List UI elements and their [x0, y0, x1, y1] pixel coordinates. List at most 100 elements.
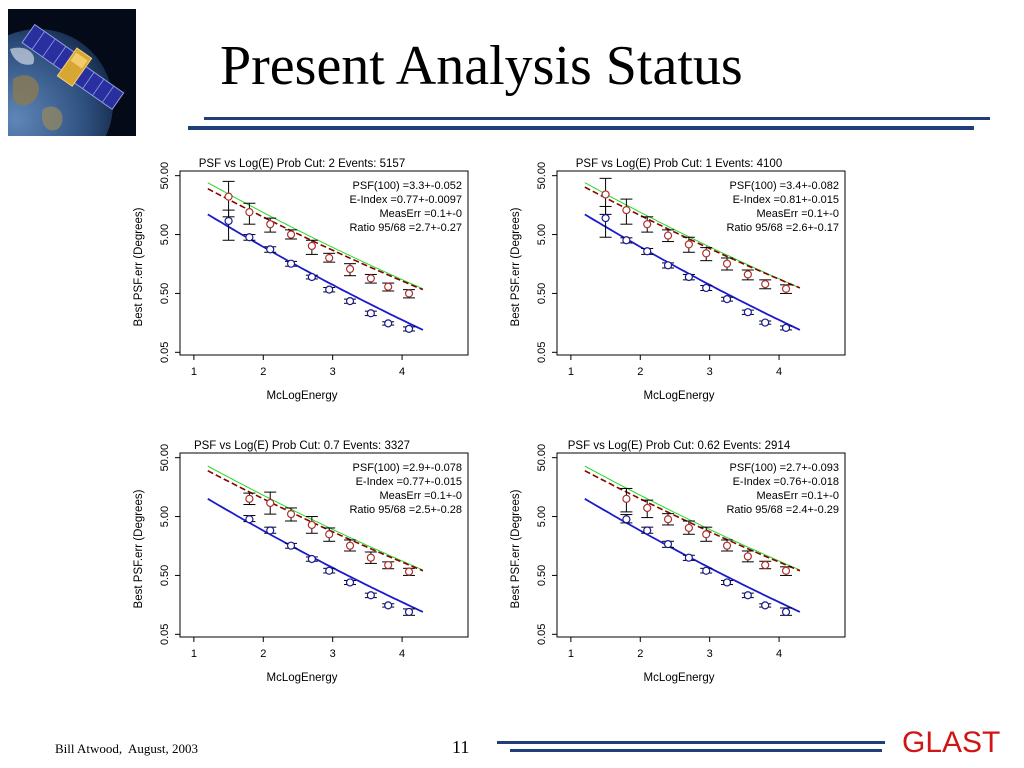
- data-point-blue: [702, 283, 711, 293]
- data-point-red: [345, 541, 355, 550]
- plot-frame: [556, 170, 846, 356]
- y-tick-label: 0.05: [536, 342, 548, 363]
- data-point-red: [722, 541, 732, 550]
- fit-annotation-4: Ratio 95/68 =2.6+-0.17: [726, 222, 839, 234]
- x-tick-label: 2: [637, 648, 643, 660]
- fit-annotation-1: PSF(100) =2.7+-0.093: [730, 462, 839, 474]
- data-point-blue: [781, 607, 791, 617]
- data-point-red: [684, 240, 693, 249]
- chart-title: PSF vs Log(E) Prob Cut: 0.62 Events: 291…: [568, 440, 791, 452]
- chart-panel-1: PSF vs Log(E) Prob Cut: 2 Events: 5157 1 2…: [130, 155, 510, 415]
- data-point-blue: [286, 259, 296, 268]
- y-tick-label: 5.00: [536, 224, 548, 245]
- psf-chart-prob-cut-0.62: PSF vs Log(E) Prob Cut: 0.62 Events: 291…: [510, 440, 846, 684]
- y-tick-label: 0.50: [159, 565, 171, 586]
- data-point-blue: [384, 601, 393, 610]
- fit-annotation-3: MeasErr =0.1+-0: [379, 490, 462, 502]
- data-point-red: [245, 494, 254, 503]
- data-point-blue: [684, 553, 693, 562]
- title-rule-top: [204, 117, 990, 120]
- data-point-red: [266, 498, 275, 508]
- x-tick-label: 3: [330, 366, 336, 378]
- fit-annotation-3: MeasErr =0.1+-0: [756, 208, 839, 220]
- satellite-earth-icon: [8, 9, 136, 136]
- data-point-red: [366, 274, 375, 283]
- chart-panel-4: PSF vs Log(E) Prob Cut: 0.62 Events: 291…: [507, 437, 887, 697]
- data-point-blue: [761, 318, 770, 327]
- x-tick-label: 1: [568, 648, 574, 660]
- fit-annotation-3: MeasErr =0.1+-0: [756, 490, 839, 502]
- data-point-blue: [663, 540, 673, 549]
- data-point-blue: [245, 233, 254, 242]
- fit-annotation-3: MeasErr =0.1+-0: [379, 208, 462, 220]
- data-point-red: [325, 530, 334, 539]
- data-point-red: [384, 560, 393, 570]
- data-point-red: [643, 503, 652, 513]
- data-point-blue: [622, 515, 631, 524]
- data-point-blue: [743, 591, 752, 600]
- fit-annotation-4: Ratio 95/68 =2.4+-0.29: [726, 504, 839, 516]
- psf-chart-prob-cut-1: PSF vs Log(E) Prob Cut: 1 Events: 4100 1 2…: [510, 158, 846, 402]
- x-tick-label: 4: [776, 366, 782, 378]
- data-point-red: [702, 530, 711, 539]
- data-point-blue: [601, 214, 610, 223]
- y-axis-label: Best PSF.err (Degrees): [133, 489, 145, 608]
- data-point-blue: [781, 323, 791, 332]
- fit-annotation-1: PSF(100) =3.4+-0.082: [730, 180, 839, 192]
- fit-annotation-2: E-Index =0.77+-0.0097: [349, 194, 462, 206]
- fit-curve-red: [584, 186, 801, 289]
- footer-rule-top: [497, 741, 885, 744]
- fit-curve-red: [207, 187, 424, 291]
- data-point-red: [325, 253, 334, 263]
- plot-frame: [179, 452, 469, 638]
- title-rule-bottom: [188, 126, 974, 130]
- data-point-red: [622, 206, 631, 215]
- data-point-red: [345, 264, 355, 274]
- data-point-blue: [684, 272, 693, 282]
- data-point-red: [404, 289, 414, 298]
- fit-annotation-4: Ratio 95/68 =2.5+-0.28: [349, 504, 462, 516]
- page-number: 11: [452, 737, 470, 757]
- data-point-blue: [663, 261, 673, 270]
- data-point-red: [643, 220, 652, 229]
- data-point-red: [286, 510, 296, 519]
- data-point-red: [622, 494, 631, 503]
- plot-frame: [179, 170, 469, 356]
- data-point-blue: [266, 526, 275, 535]
- data-point-blue: [224, 216, 233, 226]
- y-tick-label: 50.00: [159, 162, 171, 190]
- fit-annotation-4: Ratio 95/68 =2.7+-0.27: [349, 222, 462, 234]
- data-point-red: [245, 208, 254, 217]
- x-tick-label: 4: [776, 648, 782, 660]
- chart-panel-3: PSF vs Log(E) Prob Cut: 0.7 Events: 3327…: [130, 437, 510, 697]
- data-point-blue: [245, 515, 254, 524]
- data-point-red: [286, 230, 296, 239]
- data-point-red: [663, 515, 673, 524]
- data-point-red: [702, 249, 711, 258]
- y-tick-label: 0.05: [159, 624, 171, 645]
- y-tick-label: 0.50: [159, 283, 171, 304]
- y-tick-label: 0.50: [536, 283, 548, 304]
- data-point-blue: [722, 578, 732, 587]
- chart-title: PSF vs Log(E) Prob Cut: 0.7 Events: 3327: [194, 440, 410, 452]
- data-point-blue: [366, 591, 375, 600]
- data-point-blue: [266, 245, 275, 254]
- data-point-blue: [384, 319, 393, 328]
- fit-annotation-1: PSF(100) =3.3+-0.052: [353, 180, 462, 192]
- data-point-red: [307, 241, 316, 251]
- fit-annotation-2: E-Index =0.77+-0.015: [356, 476, 462, 488]
- data-point-blue: [761, 601, 770, 610]
- data-point-red: [366, 553, 375, 562]
- data-point-blue: [722, 295, 732, 304]
- x-tick-label: 1: [191, 648, 197, 660]
- y-tick-label: 5.00: [536, 506, 548, 527]
- data-point-blue: [643, 526, 652, 535]
- fit-curve-red: [584, 469, 801, 572]
- data-point-red: [663, 231, 673, 240]
- data-point-red: [684, 523, 693, 533]
- x-tick-label: 2: [260, 648, 266, 660]
- data-point-red: [743, 552, 752, 561]
- x-tick-label: 4: [399, 648, 405, 660]
- data-point-blue: [325, 285, 334, 294]
- y-tick-label: 50.00: [159, 444, 171, 472]
